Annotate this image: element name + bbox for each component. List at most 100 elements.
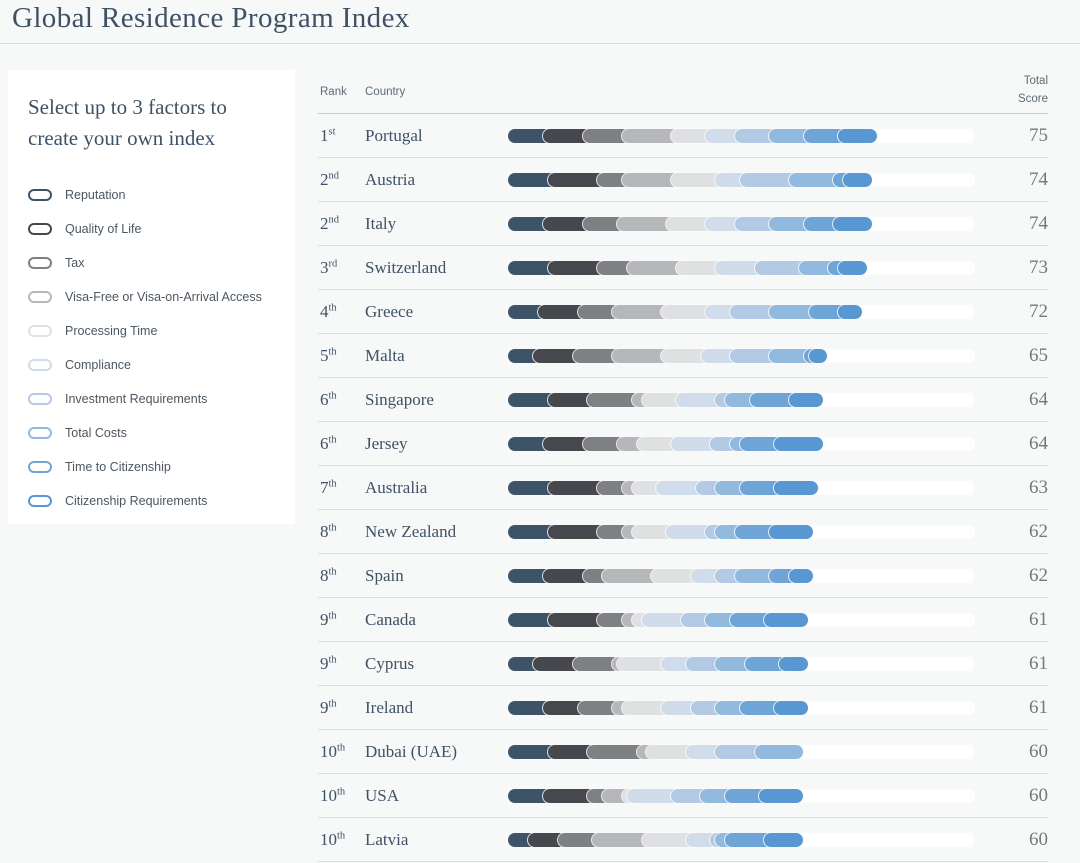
factor-toggle-icon[interactable]	[28, 257, 52, 270]
total-score-cell: 60	[1029, 784, 1048, 806]
factor-toggle-icon[interactable]	[28, 393, 52, 406]
table-row: 2nd Austria 74	[318, 158, 1048, 202]
factor-checkbox-item[interactable]: Investment Requirements	[28, 382, 275, 416]
total-score-cell: 74	[1029, 212, 1048, 234]
factor-toggle-icon[interactable]	[28, 291, 52, 304]
rank-cell: 2nd	[320, 169, 339, 189]
score-bar-track	[508, 128, 975, 143]
bar-segment-citizenship-requirements	[788, 392, 823, 407]
bar-segment-visa-free-or-visa-on-arrival-access	[621, 128, 681, 143]
table-row: 8th New Zealand 62	[318, 510, 1048, 554]
score-bar-track	[508, 392, 975, 407]
bar-segment-reputation	[508, 172, 558, 187]
bar-segment-reputation	[508, 128, 553, 143]
factor-checkbox-item[interactable]: Compliance	[28, 348, 275, 382]
factor-toggle-icon[interactable]	[28, 427, 52, 440]
country-column-header: Country	[365, 85, 406, 98]
factor-checkbox-item[interactable]: Reputation	[28, 178, 275, 212]
bar-segment-compliance	[700, 348, 739, 363]
bar-segment-quality-of-life	[543, 436, 592, 451]
country-cell: Cyprus	[365, 653, 415, 673]
total-score-cell: 74	[1029, 168, 1048, 190]
factor-toggle-icon[interactable]	[28, 189, 52, 202]
factor-toggle-icon[interactable]	[28, 495, 52, 508]
country-cell: Italy	[365, 213, 397, 233]
bar-segment-visa-free-or-visa-on-arrival-access	[592, 832, 651, 847]
bar-segment-time-to-citizenship	[739, 480, 784, 495]
bar-segment-total-costs	[769, 304, 818, 319]
bar-segment-tax	[557, 832, 602, 847]
table-row: 10th Dubai (UAE) 60	[318, 730, 1048, 774]
table-row: 5th Malta 65	[318, 334, 1048, 378]
factor-toggle-icon[interactable]	[28, 325, 52, 338]
bar-segment-quality-of-life	[543, 568, 592, 583]
total-score-cell: 64	[1029, 388, 1048, 410]
total-score-cell: 64	[1029, 432, 1048, 454]
country-cell: Portugal	[365, 125, 423, 145]
bar-segment-time-to-citizenship	[744, 656, 789, 671]
bar-segment-quality-of-life	[533, 656, 582, 671]
factor-toggle-icon[interactable]	[28, 461, 52, 474]
rank-cell: 8th	[320, 565, 337, 585]
score-bar-track	[508, 304, 975, 319]
rank-cell: 9th	[320, 609, 337, 629]
bar-segment-citizenship-requirements	[779, 656, 808, 671]
bar-segment-reputation	[508, 436, 553, 451]
bar-segment-reputation	[508, 216, 553, 231]
bar-segment-processing-time	[621, 700, 671, 715]
score-bar	[508, 788, 975, 803]
factor-checkbox-item[interactable]: Time to Citizenship	[28, 450, 275, 484]
bar-segment-processing-time	[666, 216, 715, 231]
bar-segment-quality-of-life	[538, 304, 587, 319]
country-cell: Malta	[365, 345, 405, 365]
bar-segment-tax	[577, 304, 622, 319]
table-row: 1st Portugal 75	[318, 114, 1048, 158]
bar-segment-tax	[582, 216, 626, 231]
bar-segment-time-to-citizenship	[734, 524, 779, 539]
factor-toggle-icon[interactable]	[28, 223, 52, 236]
factor-checkbox-item[interactable]: Tax	[28, 246, 275, 280]
bar-segment-compliance	[666, 524, 715, 539]
factor-checkbox-item[interactable]: Processing Time	[28, 314, 275, 348]
score-bar-track	[508, 524, 975, 539]
rank-cell: 5th	[320, 345, 337, 365]
bar-segment-time-to-citizenship	[803, 216, 843, 231]
rank-cell: 4th	[320, 301, 337, 321]
factor-label: Compliance	[65, 358, 132, 373]
bar-segment-compliance	[715, 260, 764, 275]
factor-checkbox-item[interactable]: Visa-Free or Visa-on-Arrival Access	[28, 280, 275, 314]
title-divider	[0, 43, 1080, 44]
factor-list: Reputation Quality of Life Tax Visa-Free…	[28, 178, 275, 518]
total-score-cell: 63	[1029, 476, 1048, 498]
bar-segment-quality-of-life	[548, 260, 607, 275]
total-score-cell: 60	[1029, 740, 1048, 762]
bar-segment-total-costs	[769, 348, 813, 363]
score-bar	[508, 260, 975, 275]
bar-segment-reputation	[508, 744, 558, 759]
bar-segment-quality-of-life	[533, 348, 582, 363]
bar-segment-total-costs	[769, 216, 813, 231]
bar-segment-processing-time	[671, 172, 725, 187]
factor-label: Quality of Life	[65, 222, 142, 237]
bar-segment-time-to-citizenship	[739, 436, 784, 451]
rank-cell: 7th	[320, 477, 337, 497]
factor-checkbox-item[interactable]: Quality of Life	[28, 212, 275, 246]
factor-toggle-icon[interactable]	[28, 359, 52, 372]
bar-segment-compliance	[675, 392, 725, 407]
score-bar	[508, 216, 975, 231]
bar-segment-total-costs	[769, 128, 813, 143]
score-bar-track	[508, 348, 975, 363]
score-bar-track	[508, 744, 975, 759]
factor-checkbox-item[interactable]: Citizenship Requirements	[28, 484, 275, 518]
country-cell: Dubai (UAE)	[365, 741, 458, 761]
bar-segment-citizenship-requirements	[764, 612, 808, 627]
table-row: 9th Canada 61	[318, 598, 1048, 642]
factor-checkbox-item[interactable]: Total Costs	[28, 416, 275, 450]
total-score-cell: 72	[1029, 300, 1048, 322]
score-bar-track	[508, 700, 975, 715]
bar-segment-reputation	[508, 788, 553, 803]
bar-segment-total-costs	[734, 568, 779, 583]
bar-segment-visa-free-or-visa-on-arrival-access	[621, 172, 681, 187]
bar-segment-citizenship-requirements	[788, 568, 813, 583]
score-bar	[508, 568, 975, 583]
